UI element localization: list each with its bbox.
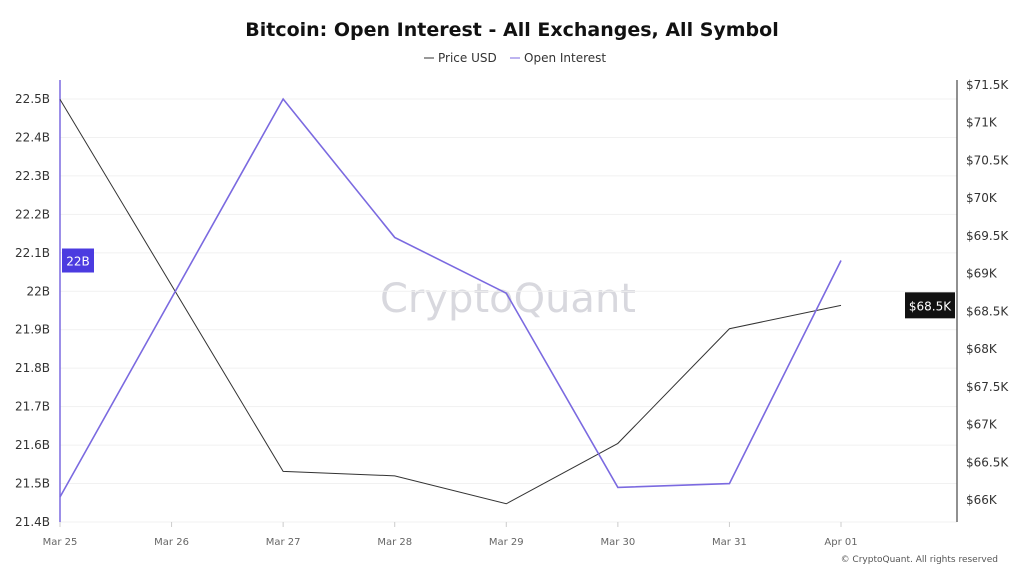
- x-tick-label: Mar 29: [489, 537, 524, 548]
- left-value-highlight-label: 22B: [66, 255, 90, 269]
- right-tick-label: $68.5K: [966, 304, 1009, 318]
- left-tick-label: 21.6B: [15, 438, 50, 452]
- right-tick-label: $67.5K: [966, 380, 1009, 394]
- right-tick-label: $70.5K: [966, 153, 1009, 167]
- left-tick-label: 22.2B: [15, 207, 50, 221]
- x-tick-label: Mar 26: [154, 537, 189, 548]
- legend-oi[interactable]: Open Interest: [524, 51, 606, 65]
- x-tick-label: Mar 28: [377, 537, 412, 548]
- right-value-highlight: [905, 292, 955, 319]
- right-tick-label: $66K: [966, 493, 998, 507]
- legend[interactable]: Price USD Open Interest: [424, 51, 606, 65]
- left-tick-label: 22.1B: [15, 246, 50, 260]
- copyright: © CryptoQuant. All rights reserved: [841, 555, 998, 565]
- right-tick-label: $69K: [966, 267, 998, 281]
- left-tick-label: 22.5B: [15, 92, 50, 106]
- x-tick-label: Mar 30: [600, 537, 635, 548]
- x-tick-label: Mar 31: [712, 537, 747, 548]
- watermark: CryptoQuant: [380, 276, 636, 322]
- left-tick-label: 22.4B: [15, 130, 50, 144]
- x-tick-label: Mar 25: [43, 537, 78, 548]
- right-tick-label: $69.5K: [966, 229, 1009, 243]
- x-tick-label: Mar 27: [266, 537, 301, 548]
- left-tick-label: 21.8B: [15, 361, 50, 375]
- left-tick-label: 21.9B: [15, 323, 50, 337]
- left-tick-label: 22B: [26, 284, 50, 298]
- right-tick-label: $71.5K: [966, 78, 1009, 92]
- left-tick-label: 21.5B: [15, 477, 50, 491]
- left-tick-label: 21.7B: [15, 400, 50, 414]
- right-tick-label: $68K: [966, 342, 998, 356]
- right-tick-label: $71K: [966, 116, 998, 130]
- left-tick-label: 21.4B: [15, 515, 50, 529]
- right-tick-label: $66.5K: [966, 455, 1009, 469]
- right-tick-label: $70K: [966, 191, 998, 205]
- legend-price[interactable]: Price USD: [438, 51, 497, 65]
- chart-title: Bitcoin: Open Interest - All Exchanges, …: [245, 19, 778, 41]
- left-tick-label: 22.3B: [15, 169, 50, 183]
- right-value-highlight-label: $68.5K: [909, 299, 952, 313]
- left-value-highlight: [62, 248, 94, 273]
- x-tick-label: Apr 01: [824, 537, 857, 548]
- right-tick-label: $67K: [966, 418, 998, 432]
